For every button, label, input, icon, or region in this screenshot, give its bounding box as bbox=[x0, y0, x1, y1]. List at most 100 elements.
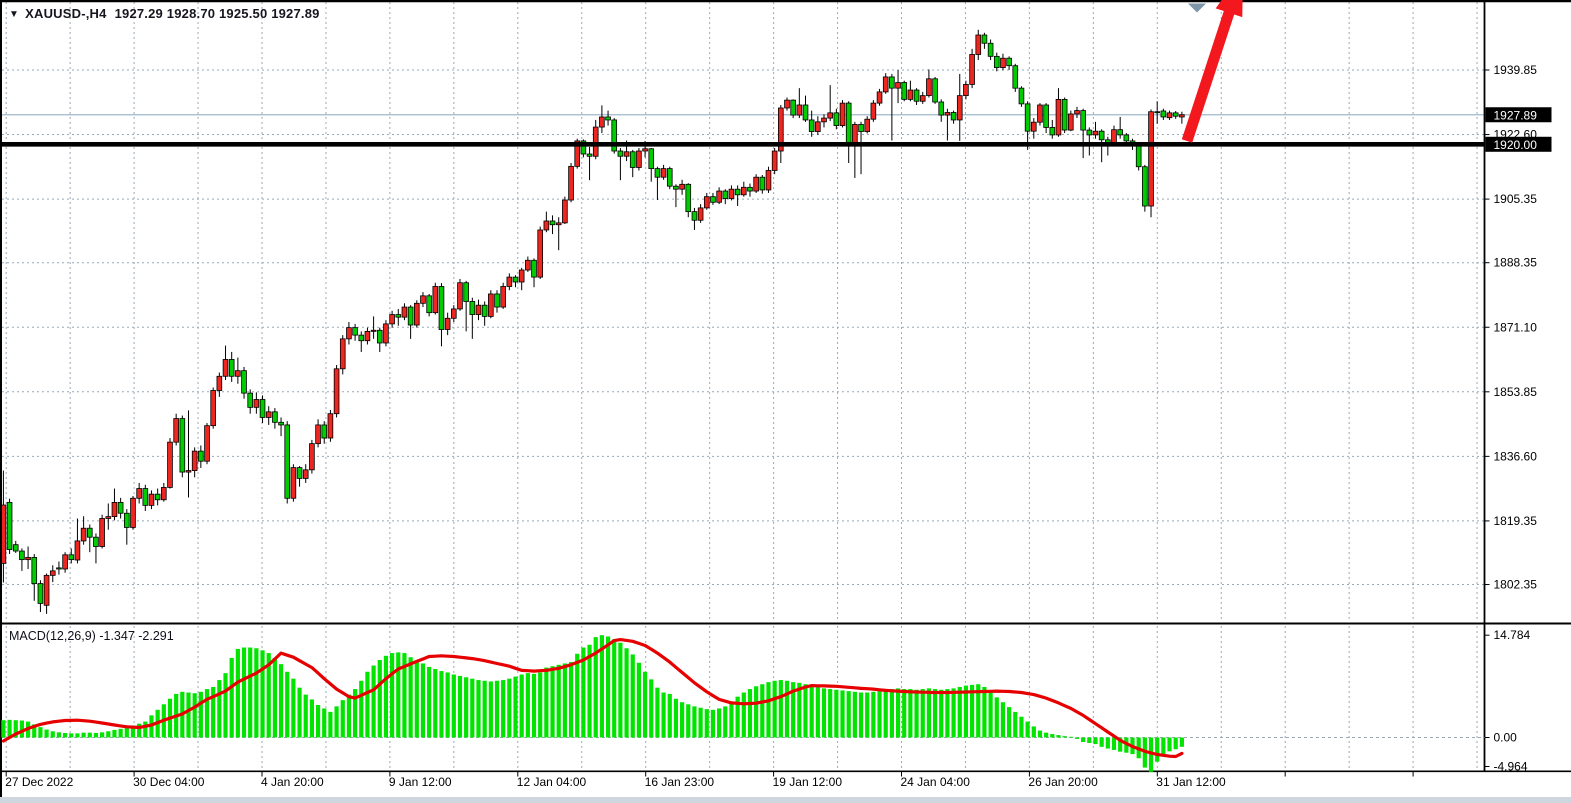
candle bbox=[1061, 98, 1068, 131]
candle bbox=[636, 150, 642, 168]
macd-bar bbox=[124, 727, 129, 738]
candle bbox=[154, 493, 161, 501]
candle bbox=[309, 443, 315, 471]
candle bbox=[1098, 130, 1105, 141]
macd-bar bbox=[204, 689, 210, 738]
macd-bar bbox=[531, 673, 537, 738]
candle bbox=[395, 314, 402, 318]
macd-bar bbox=[797, 682, 802, 738]
axis-label: 1853.85 bbox=[1494, 385, 1538, 399]
axis-label: 1939.85 bbox=[1494, 63, 1538, 77]
macd-bar bbox=[976, 684, 981, 738]
candle bbox=[747, 186, 753, 192]
candle bbox=[49, 570, 56, 576]
candle bbox=[654, 168, 661, 178]
macd-bar bbox=[982, 686, 987, 738]
candle bbox=[167, 441, 173, 488]
candle bbox=[963, 84, 969, 97]
macd-bar bbox=[390, 653, 395, 738]
candle bbox=[574, 140, 581, 167]
macd-bar bbox=[63, 733, 68, 738]
candle bbox=[259, 399, 266, 418]
candle bbox=[1037, 104, 1043, 123]
macd-bar bbox=[1044, 732, 1049, 738]
candle bbox=[790, 99, 796, 116]
time-axis[interactable] bbox=[0, 772, 1485, 798]
macd-bar bbox=[920, 689, 925, 738]
macd-bar bbox=[568, 662, 574, 738]
macd-bar bbox=[945, 689, 950, 738]
candle bbox=[543, 220, 550, 231]
candle bbox=[901, 82, 908, 100]
macd-bar bbox=[488, 681, 493, 738]
candle bbox=[105, 516, 112, 519]
macd-bar bbox=[963, 685, 969, 738]
macd-bar bbox=[840, 690, 845, 738]
candle bbox=[1080, 110, 1086, 131]
candle bbox=[74, 540, 81, 561]
macd-bar bbox=[87, 732, 92, 738]
macd-bar bbox=[618, 642, 623, 738]
candle bbox=[370, 329, 377, 332]
macd-bar bbox=[932, 689, 938, 738]
macd-axis-labels: 14.784 0.00 -4.964 bbox=[1484, 628, 1531, 774]
macd-bar bbox=[865, 692, 870, 738]
candle bbox=[852, 124, 858, 145]
macd-bar bbox=[642, 671, 648, 738]
candle bbox=[870, 102, 877, 120]
macd-bar bbox=[359, 680, 364, 738]
candle bbox=[130, 497, 136, 528]
price-axis[interactable] bbox=[1485, 0, 1571, 771]
axis-label: 16 Jan 23:00 bbox=[645, 775, 715, 789]
candle bbox=[210, 390, 216, 427]
macd-bar bbox=[1056, 735, 1061, 738]
ohlc-readout: 1927.29 1928.70 1925.50 1927.89 bbox=[114, 6, 320, 21]
candle bbox=[1160, 110, 1167, 118]
macd-bar bbox=[556, 664, 561, 738]
macd-bar bbox=[1148, 737, 1154, 772]
candle bbox=[889, 76, 895, 89]
macd-bar bbox=[322, 708, 327, 738]
candle bbox=[284, 424, 291, 499]
candle bbox=[148, 493, 155, 506]
macd-bar bbox=[439, 671, 444, 738]
time-axis-labels: 27 Dec 2022 30 Dec 04:00 4 Jan 20:00 9 Jan … bbox=[5, 771, 1414, 789]
candle bbox=[765, 170, 772, 191]
candle bbox=[919, 95, 926, 102]
macd-bar bbox=[575, 653, 580, 738]
axis-label: 0.00 bbox=[1494, 731, 1518, 745]
macd-bar bbox=[408, 657, 413, 738]
symbol-dropdown-icon[interactable]: ▼ bbox=[9, 9, 20, 20]
candle bbox=[198, 450, 204, 462]
candle bbox=[43, 574, 50, 606]
trend-arrow[interactable] bbox=[1181, 0, 1243, 143]
macd-bar bbox=[902, 689, 907, 738]
candle bbox=[611, 119, 618, 152]
macd-bar bbox=[106, 731, 111, 738]
candle bbox=[617, 150, 624, 157]
axis-label: 1920.00 bbox=[1494, 138, 1538, 152]
macd-bar bbox=[772, 680, 777, 738]
macd-bar bbox=[562, 663, 567, 738]
candle bbox=[1086, 129, 1093, 136]
candle bbox=[494, 293, 500, 308]
macd-bar bbox=[340, 700, 345, 738]
macd-main-value: -1.347 bbox=[99, 629, 135, 643]
candle bbox=[703, 196, 710, 209]
macd-bar bbox=[834, 689, 839, 738]
macd-bar bbox=[69, 733, 74, 738]
macd-bar bbox=[951, 688, 956, 738]
macd-bar bbox=[599, 635, 604, 738]
macd-bar bbox=[13, 720, 18, 738]
candle bbox=[1074, 110, 1080, 115]
axis-label: 1819.35 bbox=[1494, 514, 1538, 528]
macd-bar bbox=[686, 704, 691, 738]
macd-bar bbox=[50, 731, 55, 738]
candle bbox=[1043, 104, 1049, 128]
candle bbox=[759, 176, 766, 191]
axis-label: 31 Jan 12:00 bbox=[1156, 775, 1226, 789]
macd-bar bbox=[272, 657, 277, 738]
macd-bar bbox=[507, 678, 512, 738]
candle bbox=[327, 413, 334, 439]
